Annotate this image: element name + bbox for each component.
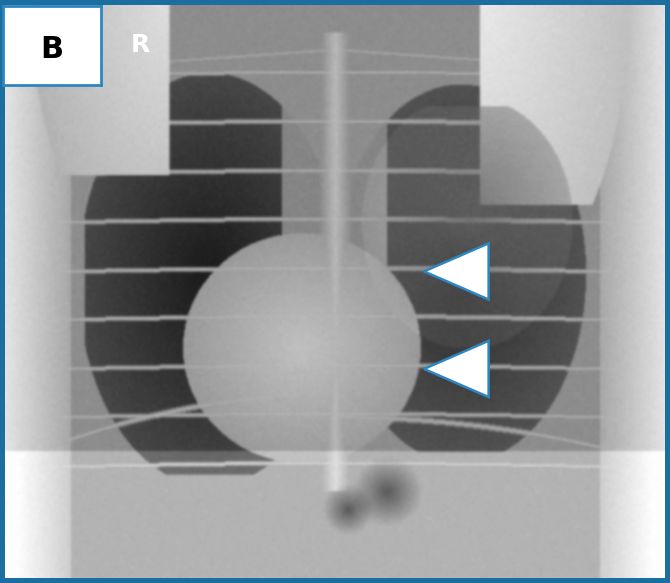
Polygon shape — [424, 243, 488, 300]
Polygon shape — [424, 341, 488, 397]
Text: R: R — [131, 33, 150, 57]
Text: B: B — [40, 34, 64, 64]
